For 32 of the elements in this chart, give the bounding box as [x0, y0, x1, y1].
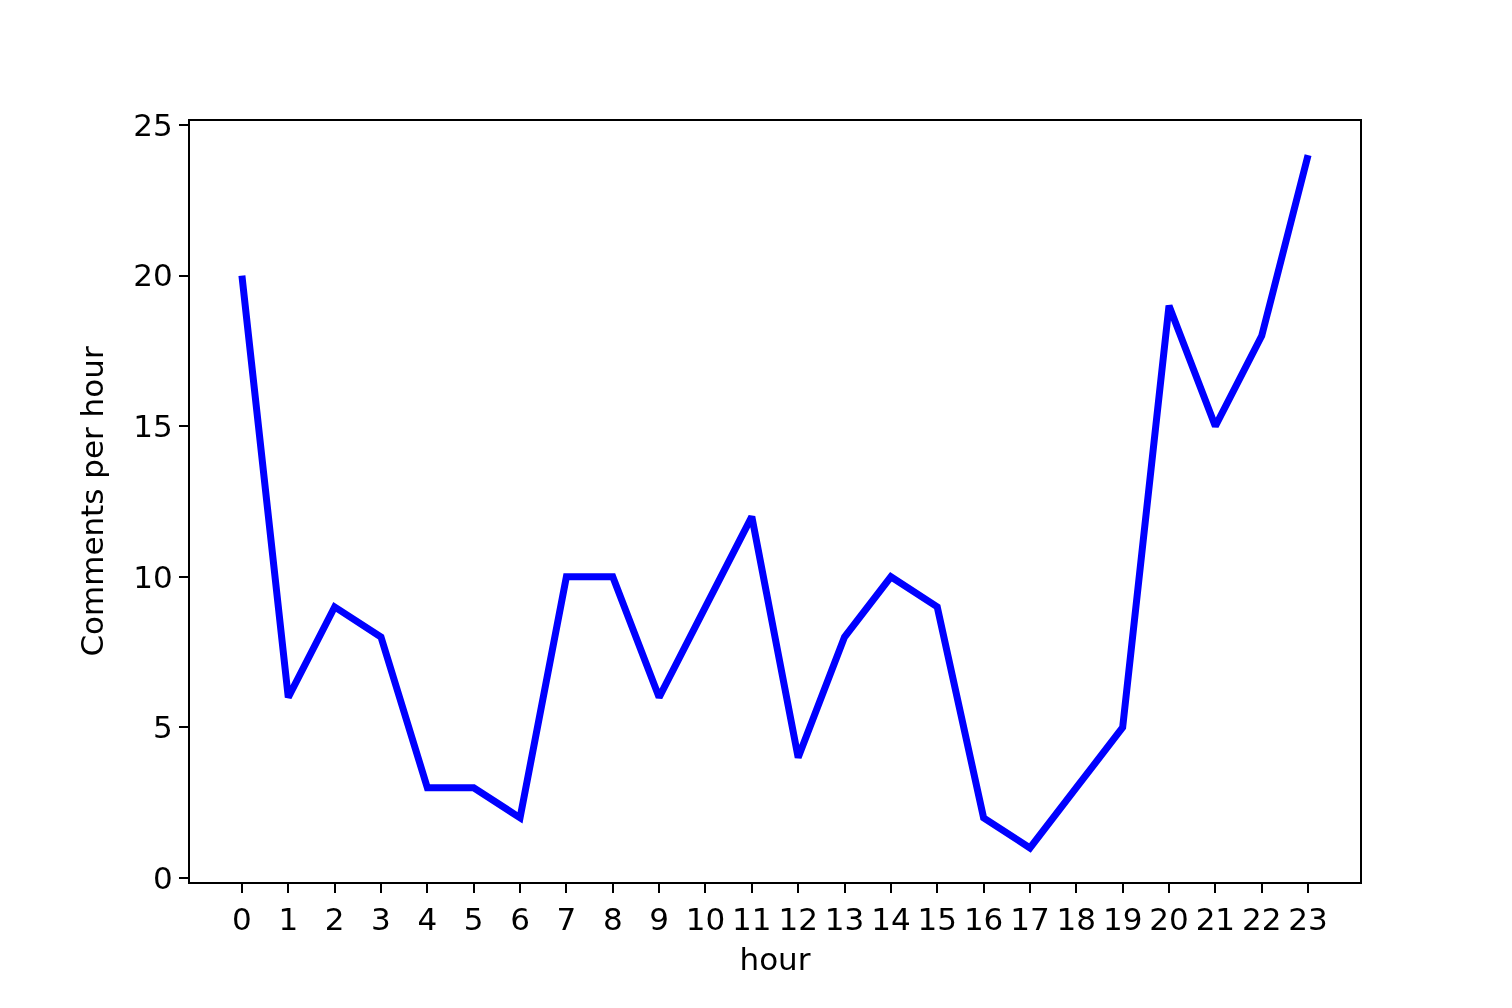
- x-tick-label: 2: [324, 901, 345, 938]
- x-tick-label: 1: [278, 901, 299, 938]
- x-tick-label: 15: [917, 901, 957, 938]
- x-tick-label: 3: [371, 901, 391, 938]
- x-tick-label: 9: [649, 901, 669, 938]
- x-tick-label: 16: [963, 901, 1004, 938]
- x-tick-label: 8: [602, 901, 623, 938]
- x-tick-label: 4: [417, 901, 438, 938]
- x-tick-label: 23: [1288, 901, 1328, 938]
- x-tick-label: 19: [1102, 901, 1143, 938]
- x-tick-label: 6: [510, 901, 530, 938]
- y-axis-title: Comments per hour: [74, 346, 111, 657]
- x-tick-label: 21: [1195, 901, 1236, 938]
- x-tick-label: 13: [824, 901, 865, 938]
- x-tick-label: 18: [1056, 901, 1097, 938]
- x-axis-title: hour: [739, 940, 811, 977]
- x-tick-label: 17: [1010, 901, 1050, 938]
- x-tick-label: 12: [778, 901, 818, 938]
- x-tick-label: 7: [556, 901, 577, 938]
- x-tick-label: 0: [232, 901, 252, 938]
- y-tick-label: 10: [133, 558, 173, 595]
- y-tick-label: 20: [133, 257, 173, 294]
- x-tick-label: 22: [1242, 901, 1282, 938]
- x-tick-label: 20: [1149, 901, 1189, 938]
- x-tick-label: 11: [732, 901, 772, 938]
- x-tick-label: 14: [871, 901, 911, 938]
- x-tick-label: 10: [685, 901, 726, 938]
- y-tick-label: 15: [133, 408, 173, 445]
- y-tick-label: 5: [153, 709, 173, 746]
- y-tick-label: 25: [133, 106, 173, 143]
- x-tick-label: 5: [463, 901, 484, 938]
- y-tick-label: 0: [153, 859, 173, 896]
